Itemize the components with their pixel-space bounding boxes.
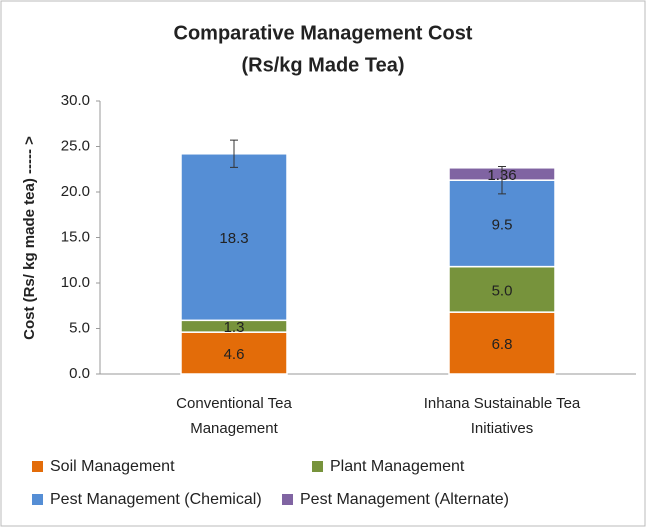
- data-label: 1.3: [224, 319, 245, 336]
- error-bar: [498, 166, 506, 195]
- chart-title: Comparative Management Cost: [174, 22, 473, 44]
- y-tick-label: 30.0: [61, 92, 90, 109]
- error-bar: [230, 139, 238, 168]
- y-tick-label: 5.0: [69, 319, 90, 336]
- x-tick-label: Inhana Sustainable Tea: [424, 395, 581, 412]
- legend-label: Pest Management (Chemical): [50, 491, 262, 508]
- data-label: 18.3: [219, 230, 248, 247]
- legend-swatch: [32, 494, 43, 505]
- y-tick-label: 25.0: [61, 137, 90, 154]
- x-tick-label: Management: [190, 420, 278, 437]
- legend-label: Plant Management: [330, 458, 465, 475]
- x-tick-label: Conventional Tea: [176, 395, 292, 412]
- y-axis-label: Cost (Rs/ kg made tea) ----- >: [21, 136, 38, 340]
- data-label: 5.0: [492, 282, 513, 299]
- bar-segment: [448, 179, 556, 268]
- y-tick-label: 0.0: [69, 365, 90, 382]
- y-tick-label: 20.0: [61, 183, 90, 200]
- legend-label: Soil Management: [50, 458, 175, 475]
- data-label: 6.8: [492, 336, 513, 353]
- bar-segment: [180, 153, 288, 322]
- bar-segment: [180, 331, 288, 375]
- legend-swatch: [312, 461, 323, 472]
- y-tick-label: 10.0: [61, 274, 90, 291]
- legend-swatch: [32, 461, 43, 472]
- chart-title: (Rs/kg Made Tea): [242, 54, 405, 76]
- data-label: 4.6: [224, 346, 245, 363]
- x-tick-label: Initiatives: [471, 420, 534, 437]
- data-label: 9.5: [492, 216, 513, 233]
- legend-swatch: [282, 494, 293, 505]
- legend-label: Pest Management (Alternate): [300, 491, 509, 508]
- y-tick-label: 15.0: [61, 228, 90, 245]
